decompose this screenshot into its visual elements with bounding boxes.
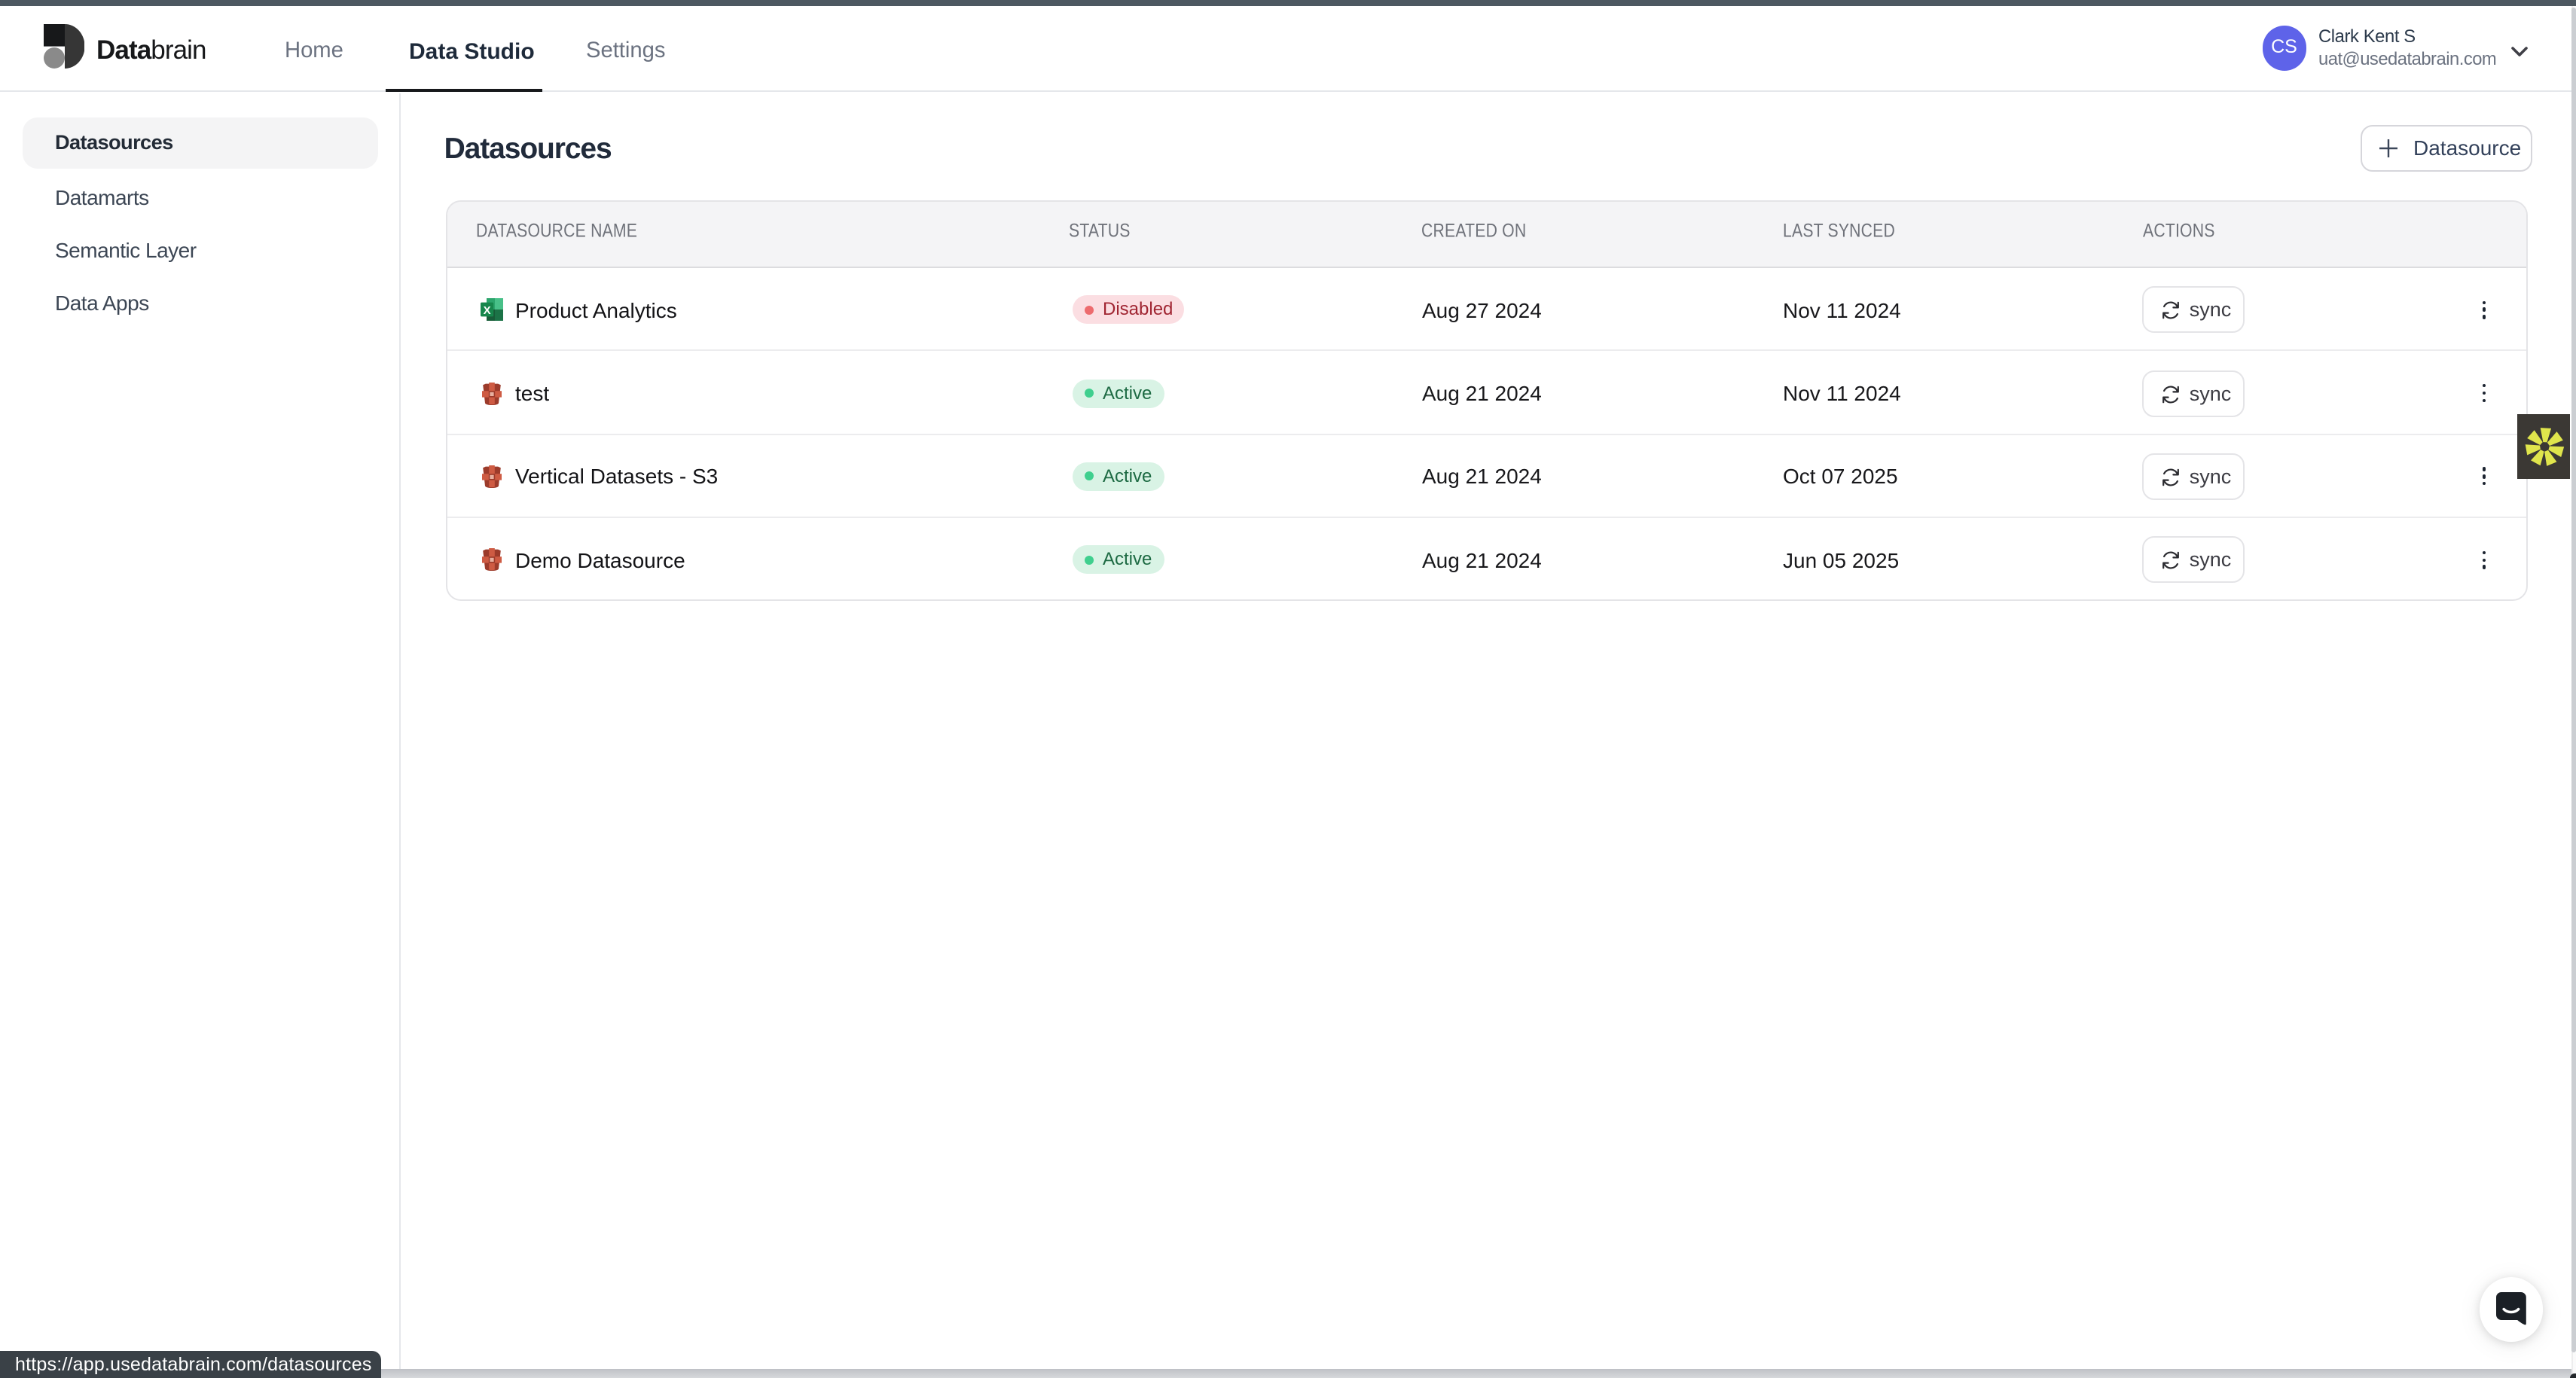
svg-text:X: X [484,304,491,317]
